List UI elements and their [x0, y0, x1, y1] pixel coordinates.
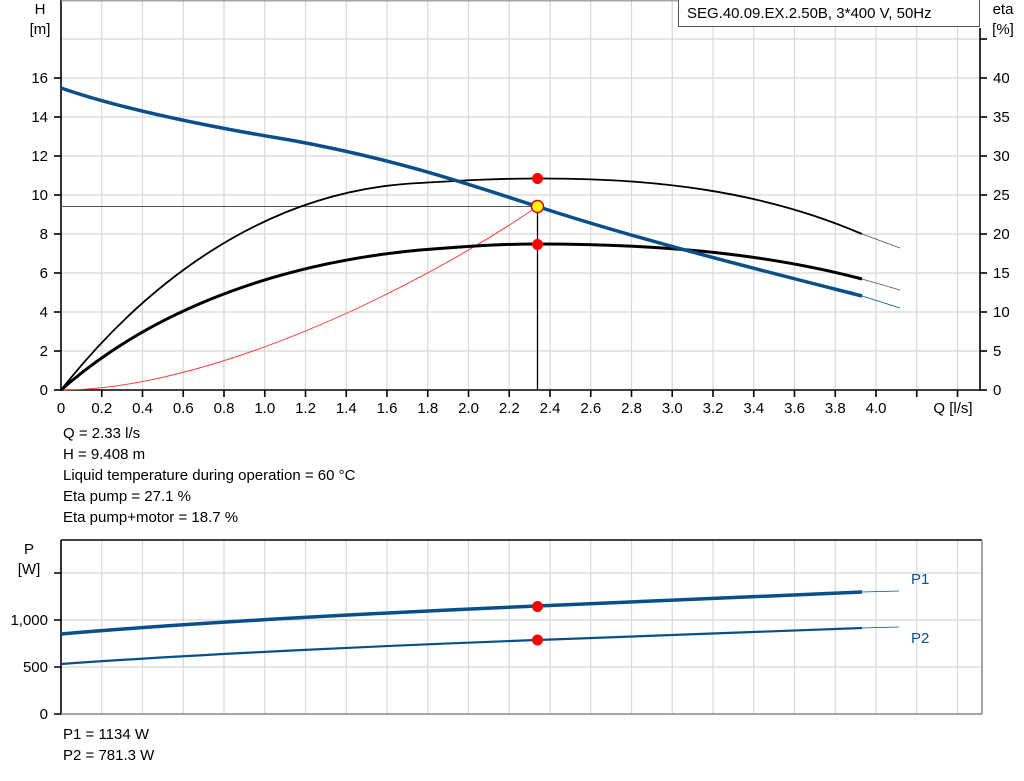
- head-value: H = 9.408 m: [63, 446, 146, 463]
- h-axis-unit: [m]: [30, 21, 51, 38]
- top-chart-axes: [54, 0, 987, 397]
- p2-series-label: P2: [911, 630, 929, 647]
- bottom-chart-grid: [61, 540, 982, 714]
- eta-pump-marker: [532, 173, 543, 184]
- eta-total-value: Eta pump+motor = 18.7 %: [63, 509, 239, 526]
- svg-text:6: 6: [40, 265, 48, 282]
- svg-text:3.0: 3.0: [662, 400, 683, 417]
- p1-curve: [60, 590, 863, 636]
- svg-text:1.8: 1.8: [417, 400, 438, 417]
- eta-axis-labels: 0 5 10 15 20 25 30 35 40: [993, 70, 1010, 399]
- svg-text:0.6: 0.6: [173, 400, 194, 417]
- svg-text:1.4: 1.4: [336, 400, 357, 417]
- operating-point-info: Q = 2.33 l/s H = 9.408 m Liquid temperat…: [63, 423, 355, 528]
- svg-text:3.2: 3.2: [703, 400, 724, 417]
- svg-text:30: 30: [993, 148, 1010, 165]
- eta-axis-unit: [%]: [992, 21, 1014, 38]
- eta-pump-value: Eta pump = 27.1 %: [63, 488, 191, 505]
- p2-marker: [532, 634, 543, 646]
- svg-text:2.2: 2.2: [499, 400, 520, 417]
- svg-text:8: 8: [40, 226, 48, 243]
- eta-total-marker: [532, 239, 543, 250]
- qh-curve: [60, 86, 863, 298]
- eta-pump-curve: [60, 177, 863, 391]
- svg-text:0.2: 0.2: [91, 400, 112, 417]
- svg-text:1.2: 1.2: [295, 400, 316, 417]
- p1-value: P1 = 1134 W: [63, 726, 150, 743]
- svg-text:14: 14: [31, 109, 48, 126]
- svg-text:4: 4: [40, 304, 48, 321]
- svg-text:10: 10: [31, 187, 48, 204]
- p-axis-unit: [W]: [18, 561, 41, 578]
- svg-text:15: 15: [993, 265, 1010, 282]
- eta-axis-title: eta: [993, 1, 1015, 18]
- p2-curve: [60, 626, 863, 666]
- flow-value: Q = 2.33 l/s: [63, 425, 141, 442]
- q-axis-title: Q [l/s]: [933, 400, 972, 417]
- svg-text:35: 35: [993, 109, 1010, 126]
- svg-text:3.6: 3.6: [784, 400, 805, 417]
- p1-series-label: P1: [911, 571, 929, 588]
- svg-text:5: 5: [993, 343, 1001, 360]
- h-axis-labels: 0 2 4 6 8 10 12 14 16: [31, 70, 48, 399]
- svg-text:4.0: 4.0: [866, 400, 887, 417]
- svg-text:0: 0: [40, 382, 48, 399]
- svg-text:0.4: 0.4: [132, 400, 153, 417]
- eta-pump-curve-ext: [861, 233, 901, 249]
- svg-text:2: 2: [40, 343, 48, 360]
- svg-text:16: 16: [31, 70, 48, 87]
- liquid-temp-value: Liquid temperature during operation = 60…: [63, 467, 356, 484]
- power-info: P1 = 1134 W P2 = 781.3 W: [63, 724, 154, 766]
- svg-text:0.8: 0.8: [214, 400, 235, 417]
- bottom-chart-axes: [54, 539, 983, 715]
- eta-total-curve: [60, 242, 863, 392]
- p1-marker: [532, 601, 543, 612]
- svg-text:10: 10: [993, 304, 1010, 321]
- qh-curve-ext: [861, 295, 901, 309]
- svg-text:40: 40: [993, 70, 1010, 87]
- p2-curve-ext: [861, 626, 900, 629]
- svg-text:25: 25: [993, 187, 1010, 204]
- svg-text:12: 12: [31, 148, 48, 165]
- svg-text:0: 0: [993, 382, 1001, 399]
- p-axis-labels: 0 500 1,000: [10, 612, 48, 723]
- pump-model-title: SEG.40.09.EX.2.50B, 3*400 V, 50Hz: [678, 0, 980, 27]
- p-axis-title: P: [24, 541, 34, 558]
- svg-text:20: 20: [993, 226, 1010, 243]
- svg-text:1.0: 1.0: [254, 400, 275, 417]
- svg-text:0: 0: [57, 400, 65, 417]
- svg-text:2.6: 2.6: [580, 400, 601, 417]
- duty-point-marker[interactable]: [530, 199, 545, 214]
- svg-text:2.8: 2.8: [621, 400, 642, 417]
- p1-curve-ext: [861, 590, 900, 593]
- svg-text:2.4: 2.4: [540, 400, 561, 417]
- svg-text:2.0: 2.0: [458, 400, 479, 417]
- p2-value: P2 = 781.3 W: [63, 747, 155, 764]
- top-chart-grid: [61, 0, 980, 390]
- svg-text:3.4: 3.4: [743, 400, 764, 417]
- q-axis-labels: 0 0.2 0.4 0.6 0.8 1.0 1.2 1.4 1.6 1.8 2.…: [57, 400, 887, 417]
- svg-text:3.8: 3.8: [825, 400, 846, 417]
- svg-text:500: 500: [23, 659, 48, 676]
- eta-total-curve-ext: [861, 278, 901, 291]
- svg-text:1,000: 1,000: [10, 612, 48, 629]
- svg-text:1.6: 1.6: [377, 400, 398, 417]
- svg-text:0: 0: [40, 706, 48, 723]
- h-axis-title: H: [35, 1, 46, 18]
